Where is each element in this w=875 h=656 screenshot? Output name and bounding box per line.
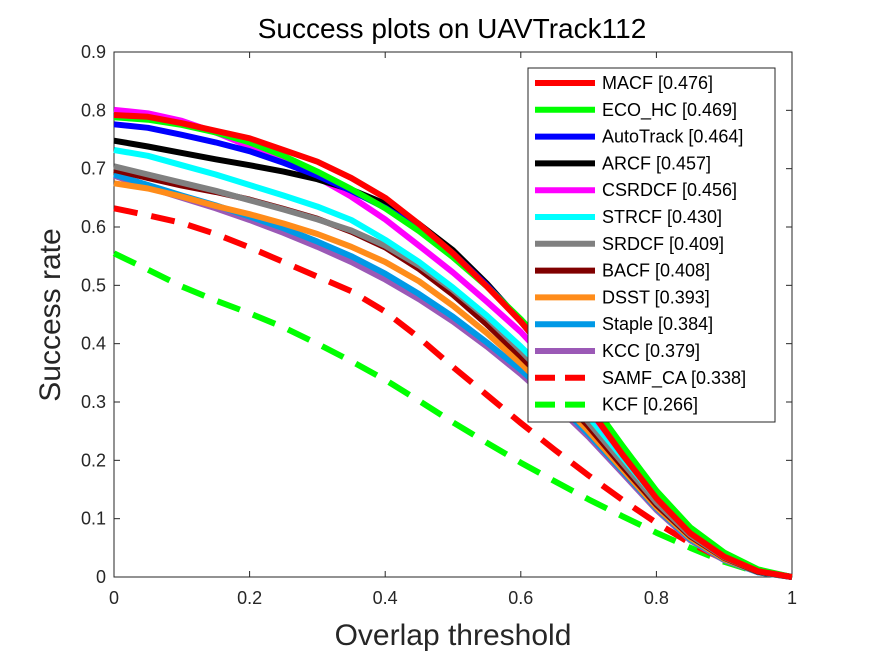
legend-label: KCC [0.379] [602, 341, 700, 361]
legend-label: Staple [0.384] [602, 314, 713, 334]
legend-label: MACF [0.476] [602, 73, 713, 93]
x-tick-label: 0.6 [508, 588, 533, 608]
chart-title: Success plots on UAVTrack112 [258, 13, 647, 44]
y-tick-label: 0 [96, 567, 106, 587]
legend-label: KCF [0.266] [602, 395, 698, 415]
legend-label: DSST [0.393] [602, 287, 710, 307]
x-tick-label: 0.2 [237, 588, 262, 608]
y-tick-label: 0.2 [81, 450, 106, 470]
legend-label: SRDCF [0.409] [602, 234, 724, 254]
series-lines [112, 106, 793, 580]
axis-ticks: 0 0.2 0.4 0.6 0.8 1 0 0.1 0.2 0.3 0.4 0.5 0.6 0.7 0.8 0… [81, 42, 797, 608]
legend-label: CSRDCF [0.456] [602, 180, 737, 200]
y-tick-label: 0.8 [81, 100, 106, 120]
y-tick-label: 0.4 [81, 334, 106, 354]
x-tick-label: 0.4 [373, 588, 398, 608]
legend-label: BACF [0.408] [602, 261, 710, 281]
y-tick-label: 0.9 [81, 42, 106, 62]
legend-label: ARCF [0.457] [602, 153, 711, 173]
y-tick-label: 0.5 [81, 275, 106, 295]
y-tick-label: 0.1 [81, 509, 106, 529]
y-tick-label: 0.7 [81, 159, 106, 179]
series-line-kcf [112, 250, 793, 580]
y-tick-label: 0.6 [81, 217, 106, 237]
series-line-samf-ca [113, 205, 793, 580]
x-tick-label: 0.8 [644, 588, 669, 608]
legend: MACF [0.476] ECO_HC [0.469] AutoTrack [0.4… [527, 67, 776, 423]
x-tick-label: 0 [109, 588, 119, 608]
legend-label: AutoTrack [0.464] [602, 127, 743, 147]
x-tick-label: 1 [787, 588, 797, 608]
legend-label: ECO_HC [0.469] [602, 100, 737, 121]
legend-label: SAMF_CA [0.338] [602, 368, 746, 389]
series-line-macf [113, 112, 793, 580]
y-axis-label: Success rate [34, 228, 67, 401]
x-axis-label: Overlap threshold [335, 619, 572, 652]
y-tick-label: 0.3 [81, 392, 106, 412]
legend-label: STRCF [0.430] [602, 207, 722, 227]
